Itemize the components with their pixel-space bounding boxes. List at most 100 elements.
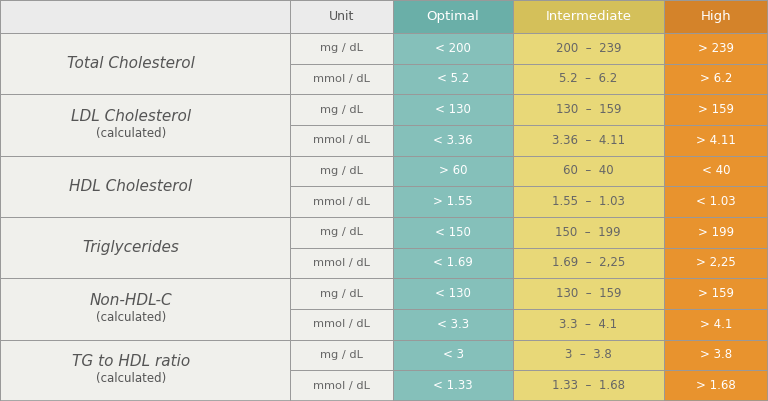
Bar bbox=[393, 94, 513, 125]
Bar bbox=[393, 278, 513, 309]
Bar bbox=[0, 33, 290, 94]
Bar bbox=[513, 33, 664, 63]
Text: < 3.36: < 3.36 bbox=[433, 134, 473, 147]
Text: mg / dL: mg / dL bbox=[320, 105, 363, 115]
Bar bbox=[664, 0, 768, 33]
Text: < 40: < 40 bbox=[701, 164, 730, 177]
Bar bbox=[664, 63, 768, 94]
Bar bbox=[0, 217, 290, 278]
Text: 200  –  239: 200 – 239 bbox=[555, 42, 621, 55]
Text: mg / dL: mg / dL bbox=[320, 289, 363, 299]
Bar bbox=[290, 340, 393, 371]
Bar bbox=[513, 247, 664, 278]
Text: 130  –  159: 130 – 159 bbox=[555, 103, 621, 116]
Text: Intermediate: Intermediate bbox=[545, 10, 631, 23]
Text: (calculated): (calculated) bbox=[95, 373, 166, 385]
Bar bbox=[290, 309, 393, 340]
Text: < 130: < 130 bbox=[435, 103, 471, 116]
Bar bbox=[664, 156, 768, 186]
Bar bbox=[664, 186, 768, 217]
Bar bbox=[290, 371, 393, 401]
Text: > 1.55: > 1.55 bbox=[433, 195, 473, 208]
Bar bbox=[513, 340, 664, 371]
Bar bbox=[664, 340, 768, 371]
Text: < 3: < 3 bbox=[442, 348, 464, 361]
Text: High: High bbox=[700, 10, 731, 23]
Text: 3.36  –  4.11: 3.36 – 4.11 bbox=[551, 134, 625, 147]
Bar bbox=[0, 0, 290, 33]
Text: < 200: < 200 bbox=[435, 42, 471, 55]
Text: Unit: Unit bbox=[329, 10, 355, 23]
Text: 1.33  –  1.68: 1.33 – 1.68 bbox=[551, 379, 625, 392]
Text: < 1.33: < 1.33 bbox=[433, 379, 473, 392]
Text: > 159: > 159 bbox=[698, 103, 733, 116]
Text: 1.55  –  1.03: 1.55 – 1.03 bbox=[552, 195, 624, 208]
Text: Optimal: Optimal bbox=[427, 10, 479, 23]
Bar bbox=[393, 125, 513, 156]
Bar bbox=[393, 247, 513, 278]
Bar bbox=[290, 125, 393, 156]
Text: > 239: > 239 bbox=[698, 42, 733, 55]
Text: mg / dL: mg / dL bbox=[320, 43, 363, 53]
Bar bbox=[393, 340, 513, 371]
Bar bbox=[393, 156, 513, 186]
Bar bbox=[290, 217, 393, 247]
Text: 1.69  –  2,25: 1.69 – 2,25 bbox=[551, 257, 625, 269]
Bar bbox=[664, 278, 768, 309]
Text: 150  –  199: 150 – 199 bbox=[555, 226, 621, 239]
Text: 5.2  –  6.2: 5.2 – 6.2 bbox=[559, 73, 617, 85]
Bar bbox=[0, 278, 290, 340]
Text: > 1.68: > 1.68 bbox=[696, 379, 736, 392]
Text: < 5.2: < 5.2 bbox=[437, 73, 469, 85]
Bar bbox=[290, 63, 393, 94]
Text: > 4.11: > 4.11 bbox=[696, 134, 736, 147]
Bar bbox=[393, 309, 513, 340]
Text: > 60: > 60 bbox=[439, 164, 468, 177]
Bar bbox=[664, 247, 768, 278]
Text: mmol / dL: mmol / dL bbox=[313, 74, 370, 84]
Bar bbox=[290, 94, 393, 125]
Text: mg / dL: mg / dL bbox=[320, 227, 363, 237]
Text: < 130: < 130 bbox=[435, 287, 471, 300]
Text: > 159: > 159 bbox=[698, 287, 733, 300]
Bar bbox=[664, 94, 768, 125]
Bar bbox=[513, 94, 664, 125]
Text: > 199: > 199 bbox=[697, 226, 734, 239]
Bar bbox=[0, 94, 290, 156]
Bar bbox=[290, 33, 393, 63]
Bar bbox=[393, 371, 513, 401]
Text: mmol / dL: mmol / dL bbox=[313, 196, 370, 207]
Text: < 1.69: < 1.69 bbox=[433, 257, 473, 269]
Text: > 2,25: > 2,25 bbox=[696, 257, 736, 269]
Bar bbox=[393, 63, 513, 94]
Bar bbox=[513, 278, 664, 309]
Text: TG to HDL ratio: TG to HDL ratio bbox=[71, 354, 190, 369]
Bar bbox=[393, 0, 513, 33]
Bar bbox=[0, 340, 290, 401]
Text: (calculated): (calculated) bbox=[95, 311, 166, 324]
Bar bbox=[290, 156, 393, 186]
Bar bbox=[513, 125, 664, 156]
Text: < 150: < 150 bbox=[435, 226, 471, 239]
Bar bbox=[393, 186, 513, 217]
Text: mmol / dL: mmol / dL bbox=[313, 381, 370, 391]
Text: mg / dL: mg / dL bbox=[320, 350, 363, 360]
Bar bbox=[664, 33, 768, 63]
Text: 60  –  40: 60 – 40 bbox=[563, 164, 614, 177]
Text: mg / dL: mg / dL bbox=[320, 166, 363, 176]
Bar bbox=[664, 217, 768, 247]
Bar bbox=[513, 156, 664, 186]
Text: > 4.1: > 4.1 bbox=[700, 318, 732, 331]
Text: < 1.03: < 1.03 bbox=[696, 195, 736, 208]
Bar bbox=[513, 186, 664, 217]
Text: HDL Cholesterol: HDL Cholesterol bbox=[69, 179, 192, 194]
Text: Total Cholesterol: Total Cholesterol bbox=[67, 56, 194, 71]
Bar bbox=[664, 125, 768, 156]
Bar bbox=[513, 217, 664, 247]
Text: mmol / dL: mmol / dL bbox=[313, 258, 370, 268]
Text: Non-HDL-C: Non-HDL-C bbox=[89, 293, 172, 308]
Bar bbox=[513, 371, 664, 401]
Text: mmol / dL: mmol / dL bbox=[313, 135, 370, 145]
Text: 130  –  159: 130 – 159 bbox=[555, 287, 621, 300]
Text: mmol / dL: mmol / dL bbox=[313, 319, 370, 329]
